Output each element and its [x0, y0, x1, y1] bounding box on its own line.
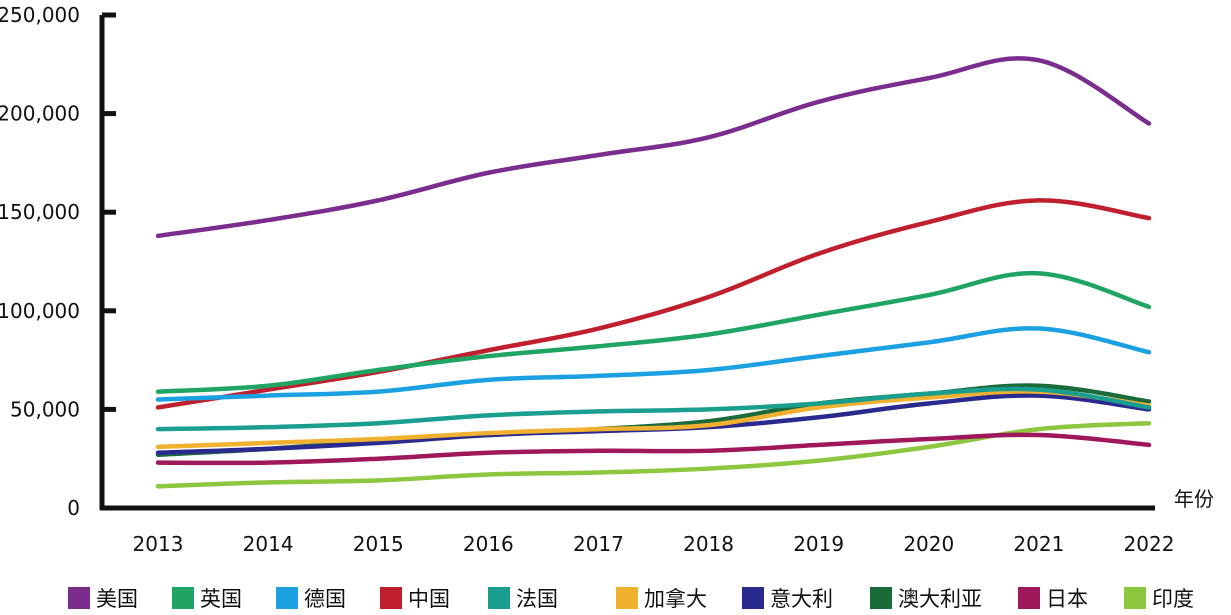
series-line-印度	[158, 423, 1149, 486]
legend-label: 美国	[96, 587, 138, 611]
legend-item: 意大利	[742, 587, 833, 611]
legend-item: 德国	[276, 587, 346, 611]
legend-swatch	[616, 587, 638, 609]
legend-item: 美国	[68, 587, 138, 611]
legend-label: 加拿大	[644, 587, 707, 611]
legend-swatch	[488, 587, 510, 609]
legend-item: 澳大利亚	[870, 587, 982, 611]
legend-swatch	[1124, 587, 1146, 609]
legend-label: 英国	[200, 587, 242, 611]
legend-item: 法国	[488, 587, 558, 611]
x-tick-label: 2017	[573, 532, 624, 556]
x-tick-label: 2022	[1124, 532, 1175, 556]
legend-label: 法国	[516, 587, 558, 611]
legend: 美国 英国 德国 中国 法国 加拿大 意大利 澳大利亚 日本 印度	[68, 587, 1194, 611]
x-tick-label: 2021	[1013, 532, 1064, 556]
legend-label: 印度	[1152, 587, 1194, 611]
legend-swatch	[276, 587, 298, 609]
y-tick-label: 0	[67, 496, 80, 520]
legend-swatch	[742, 587, 764, 609]
legend-swatch	[172, 587, 194, 609]
x-tick-label: 2013	[133, 532, 184, 556]
x-tick-label: 2020	[903, 532, 954, 556]
series-line-加拿大	[158, 391, 1149, 446]
y-tick-label: 200,000	[0, 102, 80, 126]
legend-item: 英国	[172, 587, 242, 611]
legend-label: 澳大利亚	[898, 587, 982, 611]
y-axis-ticks: 0 50,000 100,000 150,000 200,000 250,000	[0, 3, 116, 520]
y-tick-label: 150,000	[0, 200, 80, 224]
x-axis-label: 年份	[1174, 487, 1214, 511]
legend-label: 意大利	[770, 587, 833, 611]
x-tick-label: 2019	[793, 532, 844, 556]
y-tick-label: 100,000	[0, 299, 80, 323]
x-tick-label: 2016	[463, 532, 514, 556]
series-line-美国	[158, 58, 1149, 236]
legend-swatch	[380, 587, 402, 609]
series-line-中国	[158, 200, 1149, 407]
x-tick-label: 2014	[243, 532, 294, 556]
y-tick-label: 50,000	[10, 397, 80, 421]
legend-swatch	[1018, 587, 1040, 609]
legend-swatch	[870, 587, 892, 609]
x-tick-label: 2018	[683, 532, 734, 556]
y-tick-label: 250,000	[0, 3, 80, 27]
legend-item: 加拿大	[616, 587, 707, 611]
x-tick-label: 2015	[353, 532, 404, 556]
series-lines	[158, 58, 1149, 486]
legend-label: 日本	[1046, 587, 1088, 611]
legend-item: 中国	[380, 587, 450, 611]
legend-item: 日本	[1018, 587, 1088, 611]
legend-item: 印度	[1124, 587, 1194, 611]
legend-label: 德国	[304, 587, 346, 611]
x-axis-ticks: 2013 2014 2015 2016 2017 2018 2019 2020 2021 2022	[133, 532, 1175, 556]
legend-swatch	[68, 587, 90, 609]
legend-label: 中国	[408, 587, 450, 611]
